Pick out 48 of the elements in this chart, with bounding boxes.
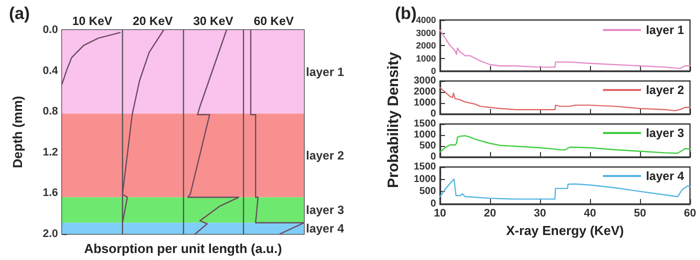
y-tick-label: 1500 [414,118,436,130]
legend-label: layer 3 [646,126,684,140]
band-label: layer 4 [306,221,344,236]
band-label: layer 2 [306,148,344,162]
y-tick-label: 1.6 [42,187,58,200]
x-tick-label: 30 [534,208,546,220]
y-tick-label: 0 [430,66,436,76]
chart-title: (a) [9,4,30,23]
band-label: layer 1 [306,64,344,79]
y-tick-label: 1.2 [42,146,58,158]
y-axis-title: Depth (mm) [10,96,25,168]
y-tick-label: 0 [430,152,436,162]
series-label: 20 KeV [132,14,173,28]
y-tick-label: 0.4 [42,64,59,77]
line-series [439,87,691,112]
x-tick-label: 20 [484,208,496,220]
series-label: 30 KeV [193,14,234,28]
chart-title: (b) [395,4,417,23]
x-tick-label: 40 [584,208,596,220]
legend-label: layer 4 [646,169,684,183]
y-axis-title: Probability Density [385,51,403,190]
series-label: 60 KeV [254,14,294,28]
x-axis-title: X-ray Energy (KeV) [506,223,624,238]
y-tick-label: 500 [419,186,436,198]
series-label: 10 KeV [72,14,112,28]
y-tick-label: 1000 [416,53,436,64]
y-tick-label: 2.0 [42,228,58,240]
y-tick-label: 0.0 [42,24,58,36]
y-tick-label: 1000 [414,130,436,140]
y-tick-label: 2000 [414,86,436,98]
y-tick-label: 1000 [414,98,436,108]
y-tick-label: 0.8 [42,106,58,118]
legend-label: layer 1 [646,23,684,37]
legend-label: layer 2 [646,83,684,97]
y-tick-label: 3000 [414,76,436,86]
y-tick-label: 500 [419,140,436,152]
y-tick-label: 0 [430,198,436,210]
y-tick-label: 2000 [416,40,436,50]
x-tick-label: 60 [684,208,696,220]
band-label: layer 3 [306,203,344,218]
y-tick-label: 1000 [414,174,436,185]
y-tick-label: 1500 [414,162,436,172]
y-tick-label: 0 [430,108,436,120]
y-tick-label: 3000 [416,28,436,38]
x-tick-label: 50 [634,208,646,220]
y-tick-label: 4000 [416,15,436,25]
x-axis-title: Absorption per unit length (a.u.) [84,241,282,256]
x-tick-label: 10 [434,208,446,220]
